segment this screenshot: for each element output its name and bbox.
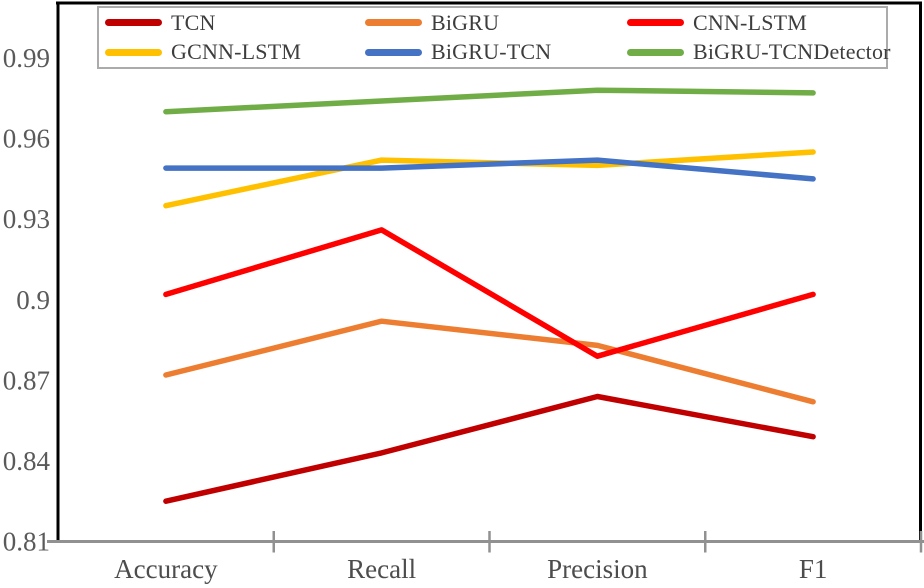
legend-label: GCNN-LSTM	[171, 39, 302, 65]
series-line-cnn-lstm	[163, 227, 816, 359]
series-line-tcn	[163, 393, 816, 504]
legend-item-bigru: BiGRU	[365, 10, 627, 36]
y-axis-tick-label: 0.9	[16, 285, 50, 315]
y-axis-tick-label: 0.87	[3, 365, 50, 395]
series-line-gcnn-lstm	[163, 149, 816, 209]
legend-label: BiGRU	[431, 9, 500, 35]
legend-item-bigru-tcndetector: BiGRU-TCNDetector	[627, 39, 891, 65]
x-axis-category-label: Recall	[347, 554, 416, 584]
y-axis-tick-label: 0.84	[3, 446, 51, 476]
legend-swatch-bigru-tcndetector	[627, 48, 684, 56]
series-line-bigru-tcndetector	[163, 87, 816, 115]
legend-label: CNN-LSTM	[693, 9, 808, 35]
series-line-bigru	[163, 318, 816, 405]
legend-label: BiGRU-TCNDetector	[693, 39, 891, 65]
y-axis-tick-label: 0.99	[3, 43, 50, 73]
legend-item-gcnn-lstm: GCNN-LSTM	[105, 39, 365, 65]
legend-item-cnn-lstm: CNN-LSTM	[627, 10, 891, 36]
series-line-bigru-tcn	[163, 157, 816, 182]
x-axis-category-label: F1	[799, 554, 828, 584]
legend-item-bigru-tcn: BiGRU-TCN	[365, 39, 627, 65]
x-axis-category-label: Accuracy	[114, 554, 218, 584]
legend-swatch-bigru-tcn	[365, 48, 422, 56]
legend-swatch-tcn	[105, 19, 162, 27]
legend-swatch-bigru	[365, 19, 422, 27]
legend-swatch-cnn-lstm	[627, 19, 684, 27]
y-axis-tick-label: 0.81	[3, 527, 50, 557]
legend: TCN BiGRU CNN-LSTM GCNN-LSTM BiGRU-TCN BiGRU-…	[97, 6, 891, 69]
y-axis-tick-label: 0.93	[3, 204, 50, 234]
legend-swatch-gcnn-lstm	[105, 48, 162, 56]
legend-item-tcn: TCN	[105, 10, 365, 36]
x-axis-category-label: Precision	[547, 554, 648, 584]
legend-label: BiGRU-TCN	[431, 39, 552, 65]
y-axis-tick-label: 0.96	[3, 124, 50, 154]
legend-label: TCN	[171, 9, 216, 35]
